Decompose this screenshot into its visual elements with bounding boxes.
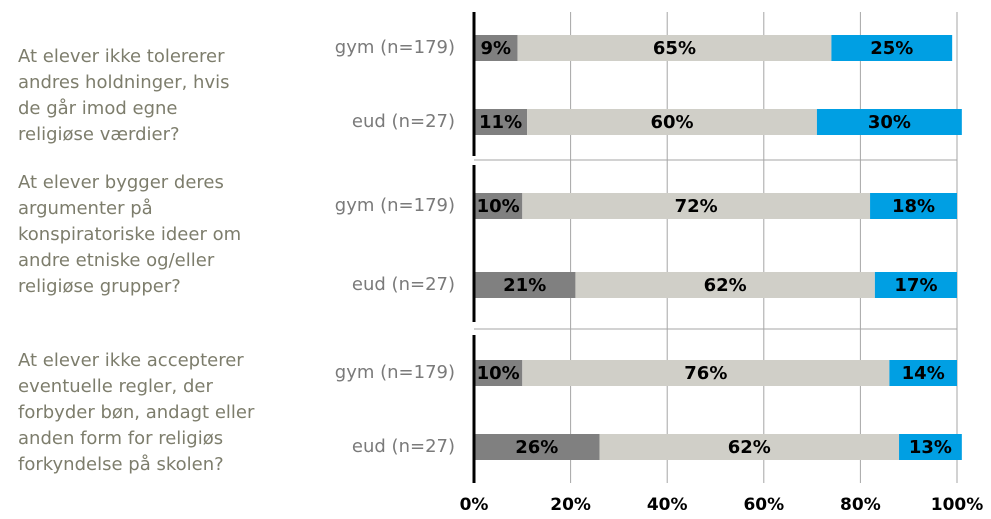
question-line: forbyder bøn, andagt eller: [18, 402, 255, 423]
value-label: 62%: [728, 437, 771, 458]
value-label: 25%: [870, 38, 913, 59]
question: At elever ikke accepterer eventuelle regl…: [18, 348, 254, 478]
value-label: 10%: [477, 363, 520, 384]
bar-segment: [474, 434, 600, 460]
value-label: 30%: [868, 112, 911, 133]
bar-segment: [874, 272, 957, 298]
bar-segment: [889, 360, 957, 386]
value-label: 14%: [902, 363, 945, 384]
value-label: 18%: [892, 196, 935, 217]
value-label: 76%: [684, 363, 727, 384]
x-tick-label: 60%: [743, 495, 784, 515]
category-label: gym (n=179): [335, 195, 455, 216]
category-label: gym (n=179): [335, 37, 455, 58]
value-label: 65%: [653, 38, 696, 59]
value-label: 9%: [480, 38, 511, 59]
value-label: 21%: [503, 275, 546, 296]
question-line: religiøse grupper?: [18, 276, 181, 297]
question: At elever ikke tolererer andres holdninge…: [18, 44, 230, 148]
bar-segment: [899, 434, 962, 460]
question-line: At elever ikke tolererer: [18, 46, 225, 67]
value-label: 72%: [675, 196, 718, 217]
bar-segment: [522, 193, 871, 219]
bar-segment: [522, 360, 890, 386]
question-line: eventuelle regler, der: [18, 376, 213, 397]
bar-segment: [816, 109, 962, 135]
bar-segment: [599, 434, 900, 460]
value-label: 10%: [477, 196, 520, 217]
question-line: anden form for religiøs: [18, 428, 224, 449]
value-label: 26%: [515, 437, 558, 458]
category-label: eud (n=27): [352, 436, 455, 457]
question-line: At elever bygger deres: [18, 172, 224, 193]
bar-segment: [870, 193, 957, 219]
category-label: eud (n=27): [352, 274, 455, 295]
bar-segment: [831, 35, 953, 61]
x-tick-label: 0%: [460, 495, 489, 515]
value-label: 17%: [894, 275, 937, 296]
value-label: 60%: [650, 112, 693, 133]
question-line: andres holdninger, hvis: [18, 72, 230, 93]
question-line: At elever ikke accepterer: [18, 350, 244, 371]
x-tick-label: 20%: [550, 495, 591, 515]
x-tick-label: 40%: [647, 495, 688, 515]
category-label: eud (n=27): [352, 111, 455, 132]
bar-segment: [474, 35, 518, 61]
value-label: 13%: [909, 437, 952, 458]
x-tick-label: 100%: [931, 495, 984, 515]
question-line: andre etniske og/eller: [18, 250, 215, 271]
bar-segment: [575, 272, 875, 298]
question-line: konspiratoriske ideer om: [18, 224, 242, 245]
bar-segment: [517, 35, 832, 61]
question-line: religiøse værdier?: [18, 124, 180, 145]
bar-segment: [474, 109, 528, 135]
bar-segment: [527, 109, 817, 135]
x-tick-label: 80%: [840, 495, 881, 515]
category-label: gym (n=179): [335, 362, 455, 383]
value-label: 62%: [704, 275, 747, 296]
question-line: de går imod egne: [18, 98, 178, 119]
bar-segment: [474, 360, 523, 386]
question-line: forkyndelse på skolen?: [18, 454, 224, 475]
bar-segment: [474, 272, 576, 298]
question-line: argumenter på: [18, 198, 153, 219]
value-label: 11%: [479, 112, 522, 133]
question: At elever bygger deres argumenter på konsp…: [18, 170, 241, 300]
bar-segment: [474, 193, 523, 219]
